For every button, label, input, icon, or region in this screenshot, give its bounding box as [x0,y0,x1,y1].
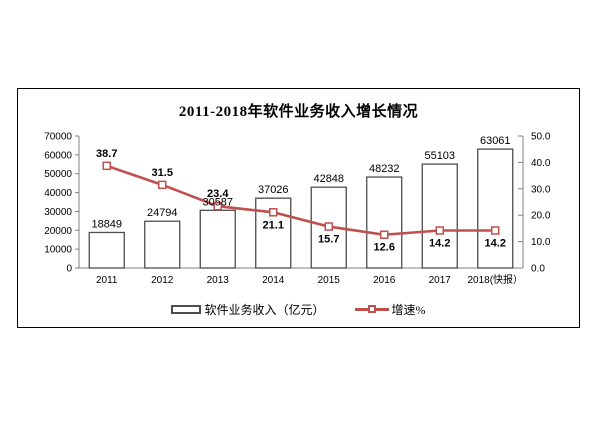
bar-2013 [199,209,236,269]
y-axis-right-tick-label: 0.0 [531,264,545,275]
growth-value-label: 14.2 [429,238,450,250]
growth-value-label: 21.1 [263,219,284,231]
y-axis-right-tick-label: 50.0 [531,132,551,143]
line-marker [435,226,444,235]
growth-value-label: 31.5 [152,167,173,179]
bar-2018(快报） [477,148,514,269]
y-axis-left-tick-label: 0 [66,264,72,275]
bar-2016 [366,176,403,269]
line-series-label: 增速% [391,303,426,317]
y-axis-right-tick-label: 10.0 [531,237,551,248]
line-marker [491,226,500,235]
line-marker [102,161,111,171]
x-axis-tick-label: 2014 [262,275,285,286]
bar-2017 [421,163,458,269]
x-axis-tick-label: 2016 [373,275,396,286]
growth-value-label: 12.6 [374,242,395,254]
x-axis-tick-label: 2012 [151,275,174,286]
bar-value-label: 24794 [147,207,178,219]
growth-value-label: 38.7 [96,148,117,160]
growth-value-label: 23.4 [207,188,229,200]
y-axis-left-tick-label: 30000 [44,207,72,218]
line-marker [213,201,222,211]
growth-line [106,164,496,237]
y-axis-left-tick-label: 40000 [44,188,72,199]
y-axis-right-tick-label: 30.0 [531,184,551,195]
chart-title: 2011-2018年软件业务收入增长情况 [178,104,419,120]
x-axis-tick-label: 2011 [96,275,118,286]
growth-value-label: 15.7 [318,234,339,246]
legend: 软件业务收入（亿元） 增速% [18,301,579,318]
y-axis-left-tick-label: 20000 [44,226,72,237]
plot-area: 0 10000 20000 30000 40000 50000 60000 70000 0.0 1… [44,132,551,287]
bar-value-label: 18849 [91,218,122,230]
bar-value-label: 42848 [313,173,344,185]
line-marker [158,180,167,190]
y-axis-right-tick-label: 20.0 [531,211,551,222]
y-axis-left-tick-label: 10000 [44,245,72,256]
legend-item-revenue: 软件业务收入（亿元） [171,301,325,318]
bar-value-label: 55103 [424,150,455,162]
legend-item-growth: 增速% [354,301,426,318]
x-axis-tick-label: 2017 [429,275,452,286]
bar-value-label: 48232 [369,163,400,175]
bar-series-swatch-icon [171,305,202,314]
line-series-swatch-icon [354,305,389,314]
x-axis-tick-label: 2018(快报） [467,273,523,286]
bar-2011 [88,231,125,269]
bar-2012 [144,220,181,269]
x-axis-tick-label: 2015 [318,275,341,286]
line-marker [380,230,389,239]
y-axis-left-tick-label: 50000 [44,169,72,180]
bar-value-label: 63061 [480,135,511,147]
y-axis-right-tick-label: 40.0 [531,158,551,169]
line-marker [269,208,278,217]
y-axis-left-tick-label: 60000 [44,150,72,161]
line-marker [324,222,333,231]
x-axis-tick-label: 2013 [207,275,230,286]
bar-value-label: 30587 [202,196,233,208]
chart-frame: 2011-2018年软件业务收入增长情况 0 10000 20000 30000 400… [17,88,580,328]
bar-value-label: 37026 [258,184,289,196]
growth-value-label: 14.2 [485,238,506,250]
line-swatch-marker [367,305,376,313]
y-axis-left-tick-label: 70000 [44,132,72,143]
bar-series-label: 软件业务收入（亿元） [204,303,325,317]
